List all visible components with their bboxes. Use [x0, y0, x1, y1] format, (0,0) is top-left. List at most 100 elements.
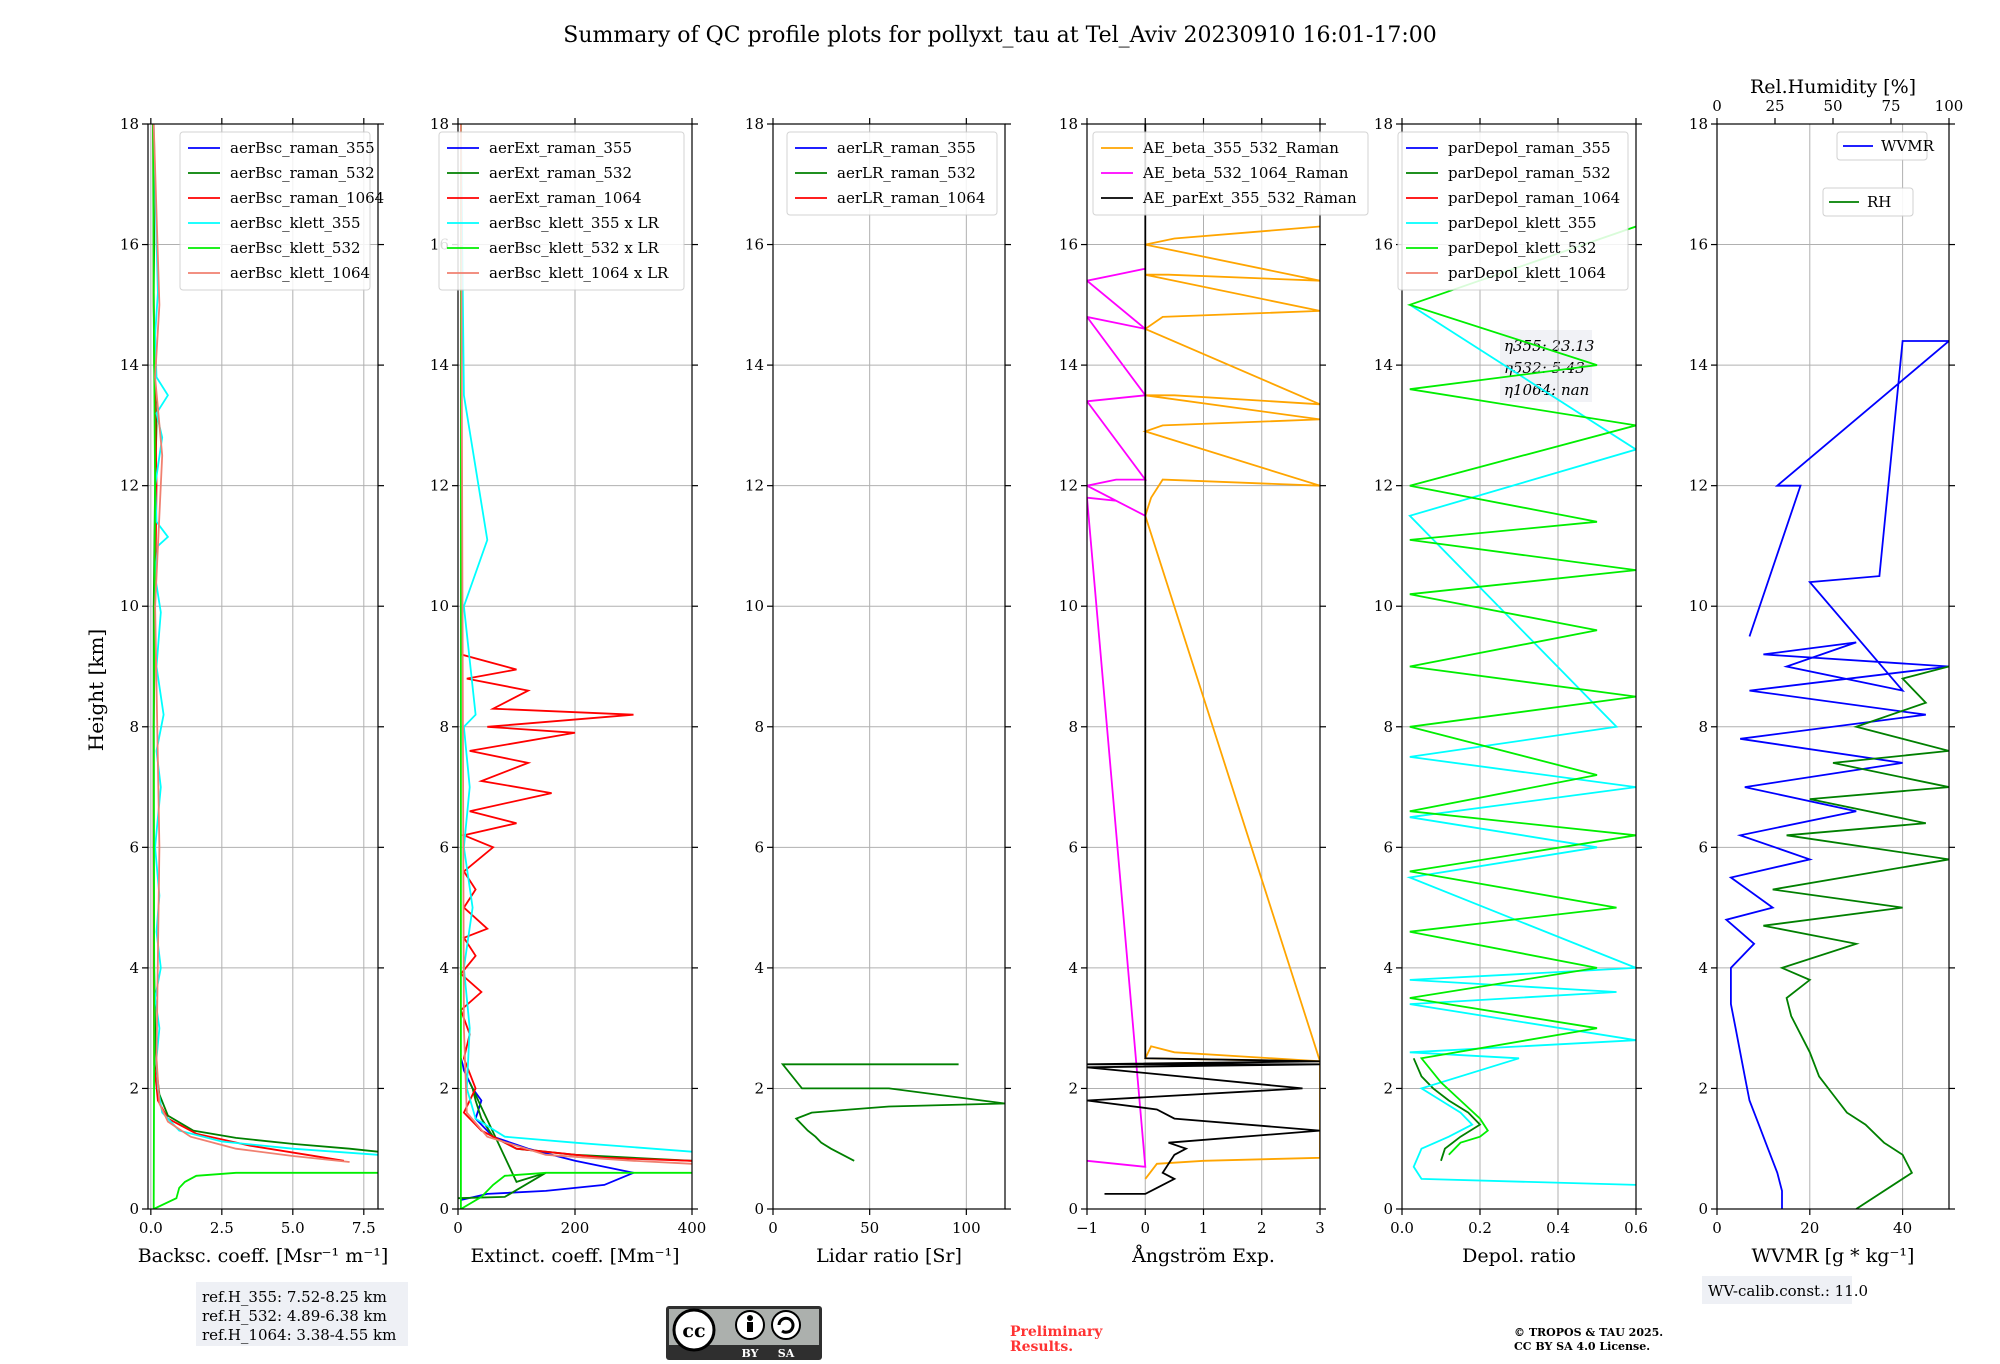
x-tick-label: 3	[1315, 1219, 1325, 1237]
legend-label: aerBsc_klett_1064 x LR	[489, 264, 669, 282]
x-tick-label: 0	[453, 1219, 463, 1237]
legend-label: aerExt_raman_355	[489, 139, 632, 157]
series-aerext-raman-1064	[459, 124, 692, 1162]
copyright-line-2: CC BY SA 4.0 License.	[1514, 1340, 1650, 1353]
ref-height-1064: ref.H_1064: 3.38-4.55 km	[202, 1326, 396, 1344]
preliminary-line-1: Preliminary	[1010, 1324, 1103, 1340]
x2-tick-label: 25	[1765, 97, 1784, 115]
x-tick-label: 0.4	[1546, 1219, 1570, 1237]
y-tick-label: 16	[120, 236, 139, 254]
legend-label: WVMR	[1881, 137, 1935, 155]
x-tick-label: 1	[1199, 1219, 1209, 1237]
ref-height-box	[196, 1282, 408, 1346]
wv-calib-box	[1702, 1276, 1852, 1304]
y-tick-label: 6	[1068, 838, 1078, 856]
x-tick-label: 200	[561, 1219, 590, 1237]
eta-1064: η1064: nan	[1504, 381, 1589, 399]
x-tick-label: 20	[1800, 1219, 1819, 1237]
x-tick-label: 100	[952, 1219, 981, 1237]
y-tick-label: 6	[439, 838, 449, 856]
y-tick-label: 8	[129, 718, 139, 736]
series-group	[1406, 225, 1636, 1186]
x2-tick-label: 75	[1881, 97, 1900, 115]
legend-label: parDepol_klett_355	[1448, 214, 1597, 232]
legend-label: aerExt_raman_1064	[489, 189, 642, 207]
y-tick-label: 8	[1698, 718, 1708, 736]
x-tick-label: 0.2	[1468, 1219, 1492, 1237]
y-tick-label: 8	[1068, 718, 1078, 736]
axes-frame	[147, 123, 379, 1210]
y-tick-label: 0	[1068, 1200, 1078, 1218]
x-tick-label: 0.0	[139, 1219, 163, 1237]
legend-box	[438, 131, 685, 291]
y-tick-label: 4	[1383, 959, 1393, 977]
x-tick-label: 7.5	[352, 1219, 376, 1237]
y-tick-label: 8	[439, 718, 449, 736]
legend-box	[1836, 131, 1928, 161]
cc-by-label: BY	[742, 1347, 759, 1360]
y-tick-label: 16	[1374, 236, 1393, 254]
y-tick-label: 8	[754, 718, 764, 736]
y-tick-label: 12	[1059, 477, 1078, 495]
sa-share-icon	[771, 1310, 801, 1340]
y-tick-label: 10	[1059, 597, 1078, 615]
legend-box	[179, 131, 371, 291]
x-tick-label: 50	[860, 1219, 879, 1237]
series-group	[1087, 124, 1320, 1195]
legend-label: aerBsc_raman_532	[230, 164, 375, 182]
x-tick-label: 5.0	[281, 1219, 305, 1237]
series-aerbsc-klett-1064-x-lr	[459, 124, 692, 1165]
series-group	[152, 124, 378, 1209]
x-axis-label: WVMR [g * kg⁻¹]	[1752, 1245, 1915, 1267]
series-aerbsc-klett-1064	[152, 124, 350, 1163]
series-pardepol-klett-532	[1406, 225, 1636, 1156]
y-tick-label: 12	[745, 477, 764, 495]
x-axis-label: Backsc. coeff. [Msr⁻¹ m⁻¹]	[138, 1245, 389, 1267]
legend-label: aerExt_raman_532	[489, 164, 632, 182]
figure-title: Summary of QC profile plots for pollyxt_…	[563, 23, 1436, 48]
legend-label: parDepol_klett_532	[1448, 239, 1597, 257]
panel-1: 0 2 4 6 8 10 12 14 16 18 0.0 2.5 5.0 7.5 Backsc. coeff…	[120, 115, 388, 1267]
y-tick-label: 4	[129, 959, 139, 977]
legend-label: aerBsc_raman_1064	[230, 189, 384, 207]
eta-532: η532: 5.43	[1504, 359, 1585, 377]
y-axis-label: Height [km]	[84, 629, 108, 751]
y-tick-label: 18	[430, 115, 449, 133]
series-pardepol-raman-532	[1412, 1057, 1482, 1162]
x2-tick-label: 50	[1823, 97, 1842, 115]
x-tick-label: 0	[1140, 1219, 1150, 1237]
x-axis-label: Ångström Exp.	[1131, 1245, 1275, 1267]
y-tick-label: 16	[1059, 236, 1078, 254]
y-tick-label: 4	[1698, 959, 1708, 977]
panel-3: 0 2 4 6 8 10 12 14 16 18 0 50 100 Lidar ratio [Sr] aer…	[745, 115, 1011, 1267]
eta-box	[1500, 330, 1592, 402]
preliminary-line-2: Results.	[1010, 1339, 1073, 1355]
series-group	[780, 1063, 1005, 1162]
axes-frame	[1716, 123, 1950, 1210]
series-ae-parext-355-532-raman	[1087, 124, 1320, 1195]
y-tick-label: 0	[439, 1200, 449, 1218]
y-tick-label: 0	[1383, 1200, 1393, 1218]
copyright-line-1: © TROPOS & TAU 2025.	[1514, 1326, 1663, 1339]
by-person-body	[747, 1322, 753, 1332]
y-tick-label: 0	[1698, 1200, 1708, 1218]
x2-axis-label: Rel.Humidity [%]	[1750, 76, 1916, 98]
series-aerlr-raman-532	[780, 1063, 1005, 1162]
y-tick-label: 14	[745, 356, 764, 374]
legend: AE_beta_355_532_Raman AE_beta_532_1064_Ra…	[1092, 131, 1369, 216]
wv-calib-annotation: WV-calib.const.: 11.0	[1702, 1276, 1868, 1304]
x-tick-label: 0.6	[1624, 1219, 1648, 1237]
legend-label: RH	[1867, 193, 1891, 211]
x-axis-label: Depol. ratio	[1462, 1245, 1576, 1267]
legend-label: aerLR_raman_532	[837, 164, 976, 182]
legend-box	[786, 131, 998, 216]
x-tick-label: 0	[768, 1219, 778, 1237]
cc-sa-label: SA	[778, 1347, 795, 1360]
y-tick-label: 10	[430, 597, 449, 615]
series-aerext-raman-355	[460, 1058, 637, 1201]
series-group	[458, 124, 692, 1209]
series-aerbsc-raman-1064	[152, 124, 345, 1162]
